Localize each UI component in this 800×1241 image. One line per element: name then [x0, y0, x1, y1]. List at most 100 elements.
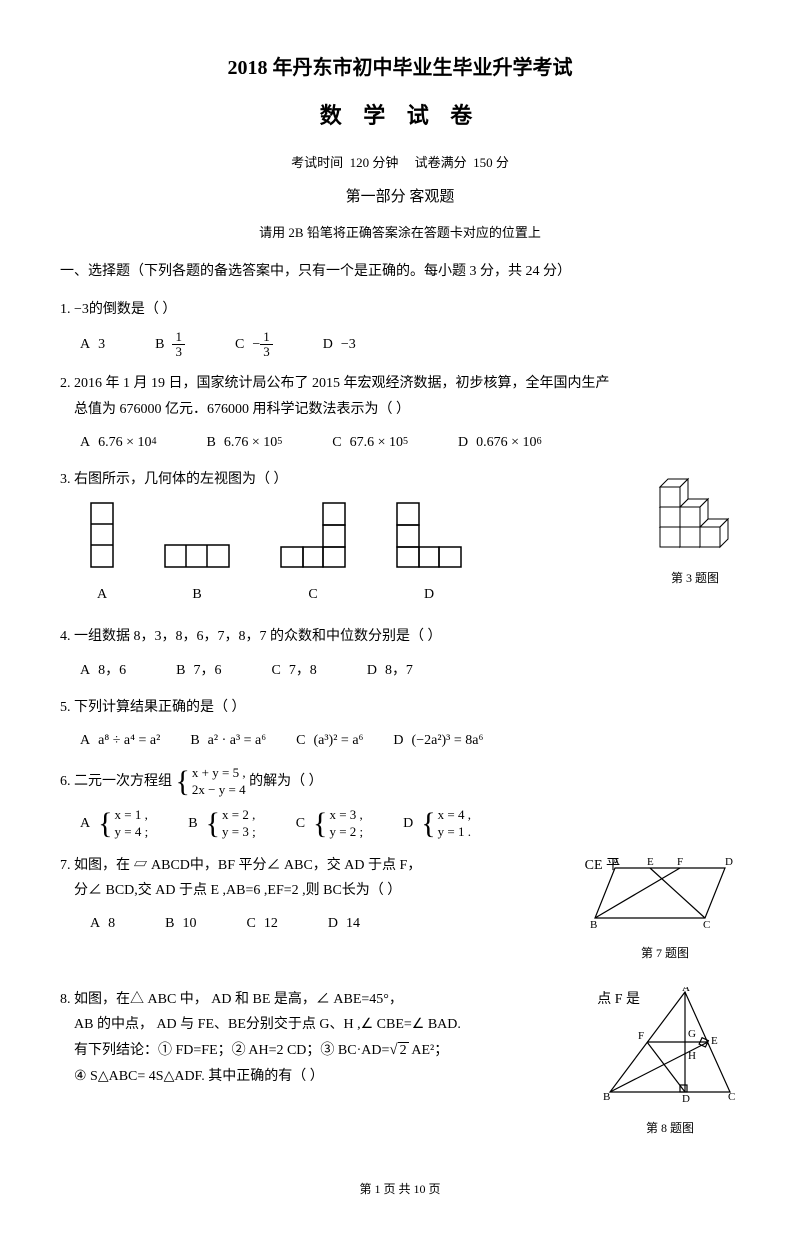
q5-b-val: a² · a³ = a⁶ — [208, 728, 266, 753]
q1-text: 1. −3的倒数是（ ） — [60, 297, 740, 322]
q3-label-a: A — [90, 582, 114, 607]
q6-b2: y = 3 ; — [222, 824, 256, 841]
q1-b-den: 3 — [172, 345, 185, 359]
q5-opt-c: C(a³)² = a⁶ — [296, 728, 363, 753]
q1-c-prefix: − — [252, 332, 260, 357]
q2-opt-b: B6.76 × 105 — [207, 430, 283, 455]
q6-prefix: 6. 二元一次方程组 — [60, 774, 172, 789]
q6-opt-d: D {x = 4 ,y = 1 . — [403, 807, 471, 841]
q5-opt-d: D(−2a²)³ = 8a⁶ — [393, 728, 483, 753]
q3-label-c: C — [280, 582, 346, 607]
q6-suffix: 的解为（ ） — [249, 774, 323, 789]
question-7: A E F D B C 第 7 题图 7. 如图，在 ▱ ABCD中，BF 平分… — [60, 853, 740, 975]
q3-shape-b: B — [164, 544, 230, 607]
section1-heading: 一、选择题（下列各题的备选答案中，只有一个是正确的。每小题 3 分，共 24 分… — [60, 259, 740, 284]
q7-a-val: 8 — [108, 911, 115, 936]
q6-d2: y = 1 . — [438, 824, 471, 841]
q6-opt-b: B {x = 2 ,y = 3 ; — [188, 807, 255, 841]
q7-c-val: 12 — [264, 911, 278, 936]
q2-c-val: 67.6 × 10 — [350, 430, 403, 455]
q7-line1: 7. 如图，在 ▱ ABCD中，BF 平分∠ ABC，交 AD 于点 F， — [60, 858, 421, 873]
q3-shape-a: A — [90, 502, 114, 607]
q2-line2: 总值为 676000 亿元．676000 用科学记数法表示为（ ） — [74, 397, 740, 422]
q8-lbl-a: A — [682, 987, 690, 994]
q6-opt-a: A {x = 1 ,y = 4 ; — [80, 807, 148, 841]
q6-eq1: x + y = 5 , — [192, 765, 246, 782]
q6-a2: y = 4 ; — [115, 824, 149, 841]
q8-line1: 8. 如图，在△ ABC 中， AD 和 BE 是高，∠ ABE=45°， — [60, 992, 403, 1007]
q4-d-val: 8，7 — [385, 658, 413, 683]
fraction-icon: 13 — [172, 330, 185, 360]
q1-opt-b: B 13 — [155, 330, 185, 360]
question-3: 第 3 题图 3. 右图所示，几何体的左视图为（ ） A B C D — [60, 467, 740, 613]
q3-label-d: D — [396, 582, 462, 607]
sqrt-icon: √ — [389, 1042, 397, 1058]
q2-b-val: 6.76 × 10 — [224, 430, 277, 455]
q2-opt-c: C67.6 × 105 — [332, 430, 408, 455]
q2-d-val: 0.676 × 10 — [476, 430, 536, 455]
q4-opt-d: D8，7 — [367, 658, 413, 683]
q7-opt-c: C12 — [246, 911, 277, 936]
page-footer: 第 1 页 共 10 页 — [60, 1179, 740, 1201]
question-1: 1. −3的倒数是（ ） A3 B 13 C − 13 D−3 — [60, 297, 740, 360]
subject-title: 数 学 试 卷 — [60, 96, 740, 136]
question-4: 4. 一组数据 8，3，8，6，7，8，7 的众数和中位数分别是（ ） A8，6… — [60, 624, 740, 682]
q5-opt-a: Aa⁸ ÷ a⁴ = a² — [80, 728, 160, 753]
score-label: 试卷满分 — [415, 155, 467, 170]
q8-line3a: 有下列结论：① FD=FE；② AH=2 CD；③ BC·AD= — [74, 1043, 389, 1058]
q1-b-num: 1 — [172, 330, 185, 345]
question-6: 6. 二元一次方程组 { x + y = 5 ,2x − y = 4 的解为（ … — [60, 765, 740, 841]
q8-root: 2 — [398, 1042, 409, 1058]
fraction-icon: 13 — [260, 330, 273, 360]
q1-opt-d: D−3 — [323, 330, 356, 360]
q8-line3b: AE²； — [409, 1043, 449, 1058]
q3-label-b: B — [164, 582, 230, 607]
q2-opt-a: A6.76 × 104 — [80, 430, 157, 455]
q1-c-den: 3 — [260, 345, 273, 359]
question-2: 2. 2016 年 1 月 19 日，国家统计局公布了 2015 年宏观经济数据… — [60, 371, 740, 455]
q4-text: 4. 一组数据 8，3，8，6，7，8，7 的众数和中位数分别是（ ） — [60, 624, 740, 649]
q1-d-val: −3 — [341, 332, 356, 357]
q5-d-val: (−2a²)³ = 8a⁶ — [412, 728, 484, 753]
q5-c-val: (a³)² = a⁶ — [313, 728, 363, 753]
q1-opt-a: A3 — [80, 330, 105, 360]
q8-lbl-e: E — [711, 1035, 718, 1047]
q7-lbl-d: D — [725, 856, 733, 868]
q4-c-val: 7，8 — [289, 658, 317, 683]
part-title: 第一部分 客观题 — [60, 184, 740, 211]
q5-text: 5. 下列计算结果正确的是（ ） — [60, 695, 740, 720]
q7-lbl-b: B — [590, 919, 597, 931]
q1-opt-c: C − 13 — [235, 330, 273, 360]
time-value: 120 分钟 — [350, 155, 399, 170]
q8-lbl-g: G — [688, 1028, 696, 1040]
q4-opt-b: B7，6 — [176, 658, 221, 683]
q8-lbl-b: B — [603, 1091, 610, 1103]
q2-line1: 2. 2016 年 1 月 19 日，国家统计局公布了 2015 年宏观经济数据… — [60, 371, 740, 396]
q7-opt-d: D14 — [328, 911, 360, 936]
q2-a-exp: 4 — [152, 433, 157, 451]
q5-a-val: a⁸ ÷ a⁴ = a² — [98, 728, 160, 753]
q8-lbl-d: D — [682, 1093, 690, 1105]
q7-opt-b: B10 — [165, 911, 196, 936]
q1-a-val: 3 — [98, 332, 105, 357]
q4-b-val: 7，6 — [193, 658, 221, 683]
q6-c2: y = 2 ; — [329, 824, 363, 841]
question-5: 5. 下列计算结果正确的是（ ） Aa⁸ ÷ a⁴ = a² Ba² · a³ … — [60, 695, 740, 753]
q4-opt-a: A8，6 — [80, 658, 126, 683]
exam-meta: 考试时间 120 分钟 试卷满分 150 分 — [60, 151, 740, 174]
q6-b1: x = 2 , — [222, 807, 256, 824]
time-label: 考试时间 — [291, 155, 343, 170]
q8-line1-tail: 点 F 是 — [597, 987, 640, 1012]
q5-opt-b: Ba² · a³ = a⁶ — [190, 728, 266, 753]
q7-caption: 第 7 题图 — [590, 943, 740, 965]
main-title: 2018 年丹东市初中毕业生毕业升学考试 — [60, 50, 740, 86]
score-value: 150 分 — [473, 155, 509, 170]
q6-a1: x = 1 , — [115, 807, 149, 824]
q4-opt-c: C7，8 — [271, 658, 316, 683]
q2-opt-d: D0.676 × 106 — [458, 430, 542, 455]
q8-lbl-f: F — [638, 1030, 644, 1042]
q4-a-val: 8，6 — [98, 658, 126, 683]
equation-system-icon: { x + y = 5 ,2x − y = 4 — [176, 765, 246, 799]
q6-opt-c: C {x = 3 ,y = 2 ; — [296, 807, 363, 841]
q7-d-val: 14 — [346, 911, 360, 936]
